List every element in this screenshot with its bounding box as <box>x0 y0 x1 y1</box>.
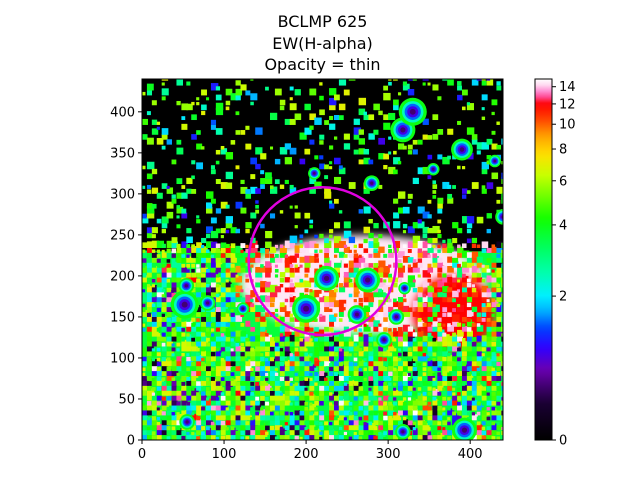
y-tick-label: 150 <box>110 310 135 325</box>
compact-source <box>236 302 250 315</box>
compact-source <box>292 294 321 323</box>
colorbar-tick-label: 6 <box>559 174 567 189</box>
colorbar-tick-label: 10 <box>559 118 576 133</box>
colorbar-frame <box>534 78 553 441</box>
compact-source <box>179 414 195 430</box>
compact-source <box>308 167 321 180</box>
x-tick-label: 300 <box>376 447 401 462</box>
plot-frame <box>141 78 504 441</box>
colorbar-tick-label: 8 <box>559 143 567 158</box>
compact-source <box>451 138 473 161</box>
colorbar: 0 2 4 6 8 10 12 14 <box>534 78 576 449</box>
aperture-circle <box>247 186 398 337</box>
y-tick-label: 300 <box>110 187 135 202</box>
compact-source <box>395 424 411 440</box>
compact-source <box>347 305 367 324</box>
title-line-3: Opacity = thin <box>264 55 381 74</box>
compact-source <box>488 154 502 168</box>
compact-source <box>178 277 195 294</box>
y-tick-label: 200 <box>110 269 135 284</box>
compact-source <box>495 209 503 225</box>
x-tick-label: 100 <box>212 447 237 462</box>
title-line-1: BCLMP 625 <box>277 12 368 31</box>
y-tick-label: 250 <box>110 228 135 243</box>
y-tick-label: 100 <box>110 351 135 366</box>
x-tick-label: 0 <box>138 447 146 462</box>
compact-source <box>314 265 340 291</box>
colorbar-gradient <box>535 79 552 440</box>
heatmap-image <box>142 79 503 440</box>
colorbar-tick-label: 2 <box>559 290 567 305</box>
compact-source <box>398 281 411 295</box>
title-line-2: EW(H-alpha) <box>272 34 373 53</box>
x-axis: 0 100 200 300 400 <box>138 440 483 462</box>
y-tick-label: 50 <box>118 392 135 407</box>
y-tick-label: 400 <box>110 105 135 120</box>
x-tick-label: 200 <box>294 447 319 462</box>
compact-source <box>199 295 216 311</box>
y-tick-label: 0 <box>127 434 135 449</box>
compact-source <box>170 290 199 319</box>
heatmap-speckle <box>142 79 503 440</box>
compact-source <box>363 175 380 191</box>
colorbar-tick-label: 12 <box>559 97 576 112</box>
compact-source <box>427 163 440 176</box>
colorbar-tick-label: 0 <box>559 434 567 449</box>
compact-source <box>376 332 392 348</box>
compact-source <box>388 309 405 325</box>
y-tick-label: 350 <box>110 146 135 161</box>
compact-source <box>398 97 427 126</box>
colorbar-tick-label: 4 <box>559 218 567 233</box>
y-axis: 0 50 100 150 200 250 300 350 400 <box>110 105 142 449</box>
compact-source <box>451 417 477 440</box>
colorbar-tick-label: 14 <box>559 80 576 95</box>
x-tick-label: 400 <box>458 447 483 462</box>
compact-source <box>355 267 381 293</box>
